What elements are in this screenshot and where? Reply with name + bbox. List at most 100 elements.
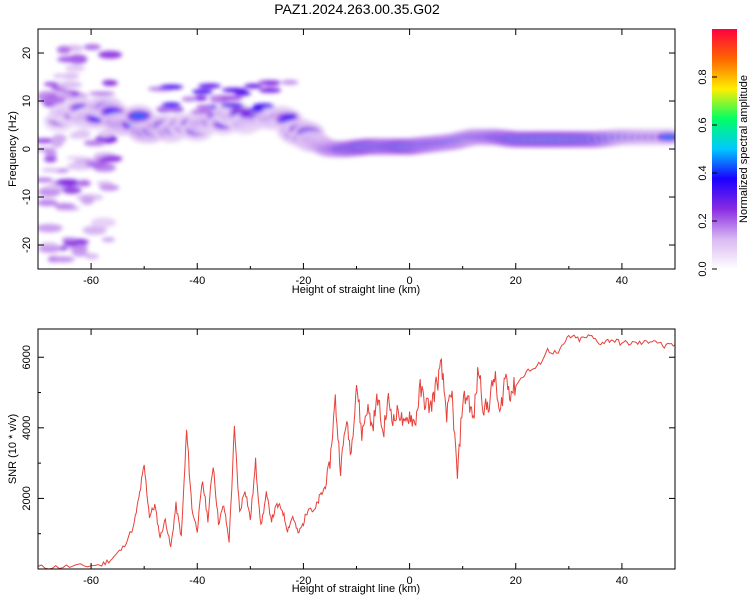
spectrogram-noise-cell [38, 96, 67, 103]
spectrogram-y-axis-title: Frequency (Hz) [7, 111, 19, 187]
spectrogram-y-tick-label: 20 [21, 47, 33, 59]
spectrogram-y-tick-label: 10 [21, 95, 33, 107]
spectrogram-noise-cell [38, 177, 54, 183]
colorbar-tick-label: 0.8 [697, 69, 709, 84]
spectrogram-branch-cell [281, 79, 299, 85]
spectrogram-core-cell [660, 134, 675, 140]
spectrogram-noise-cell [90, 217, 117, 228]
snr-y-axis-title: SNR (10 * v/v) [7, 414, 19, 484]
snr-y-axis: 2000 4000 6000 [21, 345, 675, 535]
spectrogram-branch-cell [238, 112, 256, 118]
spectrogram-noise-cell [82, 225, 107, 235]
spectrogram-noise-cell [38, 199, 58, 207]
snr-x-axis-title: Height of straight line (km) [292, 583, 420, 595]
spectrogram-noise-cell [43, 156, 57, 163]
snr-x-tick-label: 40 [616, 575, 628, 587]
spectrogram-heatmap [38, 44, 675, 263]
spectrogram-noise-cell [50, 138, 64, 148]
spectrogram-noise-cell [44, 149, 57, 159]
colorbar: 0.0 0.2 0.4 0.6 0.8 Normalized spectral ampl… [697, 29, 750, 277]
snr-panel: -60 -40 -20 0 20 40 2000 4000 6000 Height of st… [7, 328, 676, 595]
spectrogram-noise-cell [77, 179, 91, 187]
spectrogram-noise-cell [65, 155, 88, 161]
spectrogram-noise-cell [44, 184, 63, 190]
spectrogram-branch-cell [261, 80, 281, 86]
snr-x-axis: -60 -40 -20 0 20 40 [37, 329, 676, 587]
colorbar-tick-label: 0.6 [697, 117, 709, 132]
spectrogram-x-tick-label: -40 [189, 275, 205, 287]
colorbar-tick-label: 0.2 [697, 213, 709, 228]
spectrogram-branch-cell [221, 87, 247, 93]
spectrogram-noise-cell [38, 223, 63, 233]
snr-x-tick-label: -60 [83, 575, 99, 587]
spectrogram-noise-cell [61, 237, 78, 242]
spectrogram-x-tick-label: -60 [83, 275, 99, 287]
spectrogram-noise-cell [96, 181, 113, 186]
colorbar-tick-label: 0.4 [697, 165, 709, 180]
colorbar-axis: 0.0 0.2 0.4 0.6 0.8 [697, 69, 717, 277]
snr-x-tick-label: -20 [295, 575, 311, 587]
spectrogram-panel: -60 -40 -20 0 20 40 -20 -10 0 10 20 Height of str… [7, 28, 676, 296]
colorbar-title: Normalized spectral amplitude [738, 75, 750, 223]
snr-series-line [38, 334, 675, 569]
spectrogram-x-tick-label: -20 [295, 275, 311, 287]
chart-title: PAZ1.2024.263.00.35.G02 [274, 1, 440, 17]
spectrogram-x-axis-title: Height of straight line (km) [292, 284, 420, 296]
spectrogram-branch-cell [161, 102, 181, 108]
spectrogram-branch-cell [190, 109, 213, 115]
spectrogram-branch-cell [282, 112, 298, 118]
spectrogram-noise-cell [98, 50, 123, 59]
spectrogram-branch-cell [198, 83, 221, 89]
snr-plot-area [38, 334, 675, 569]
spectrogram-noise-cell [97, 157, 117, 163]
spectrogram-noise-cell [61, 72, 80, 80]
spectrogram-branch-cell [252, 103, 275, 109]
spectrogram-y-axis: -20 -10 0 10 20 [21, 47, 675, 253]
spectrogram-noise-cell [62, 186, 82, 194]
spectrogram-noise-cell [83, 44, 101, 51]
spectrogram-noise-cell [102, 80, 118, 86]
spectrogram-branch-cell [159, 84, 184, 90]
spectrogram-x-axis: -60 -40 -20 0 20 40 [37, 29, 676, 287]
spectrogram-branch-cell [258, 87, 282, 93]
spectrogram-branch-cell [196, 104, 213, 110]
spectrogram-energy [38, 44, 675, 263]
snr-y-tick-label: 2000 [21, 486, 33, 510]
snr-background [38, 329, 675, 569]
spectrogram-noise-cell [99, 184, 120, 191]
spectrogram-core-cell [130, 112, 147, 120]
spectrogram-noise-cell [38, 187, 61, 197]
snr-x-tick-label: 20 [510, 575, 522, 587]
spectrogram-branch-cell [248, 107, 264, 113]
snr-y-tick-label: 4000 [21, 416, 33, 440]
colorbar-tick-label: 0.0 [697, 261, 709, 276]
spectrogram-x-tick-label: 0 [407, 275, 413, 287]
spectrogram-branch-cell [192, 89, 213, 95]
spectrogram-noise-cell [85, 253, 100, 260]
spectrogram-branch-cell [229, 107, 255, 113]
spectrogram-y-tick-label: -10 [21, 189, 33, 205]
spectrogram-noise-cell [55, 178, 81, 187]
snr-y-tick-label: 6000 [21, 345, 33, 369]
snr-x-tick-label: -40 [189, 575, 205, 587]
spectrogram-noise-cell [51, 256, 75, 263]
spectrogram-noise-cell [80, 195, 95, 205]
spectrogram-branch-cell [181, 96, 197, 102]
spectrogram-noise-cell [56, 45, 72, 54]
spectrogram-noise-cell [38, 244, 61, 253]
spectrogram-noise-cell [73, 244, 88, 252]
spectrogram-noise-cell [41, 167, 60, 173]
spectrogram-noise-cell [101, 237, 116, 243]
spectrogram-noise-cell [40, 242, 58, 247]
spectrogram-branch-cell [219, 95, 243, 101]
colorbar-gradient [712, 29, 737, 269]
spectrogram-noise-cell [65, 64, 86, 72]
spectrogram-noise-cell [85, 162, 110, 167]
snr-x-tick-label: 0 [407, 575, 413, 587]
spectrogram-noise-cell [57, 56, 83, 63]
spectrogram-branch-cell [220, 102, 245, 108]
spectrogram-branch-cell [244, 83, 263, 89]
spectrogram-noise-cell [54, 203, 76, 209]
spectrogram-y-tick-label: 0 [21, 146, 33, 152]
